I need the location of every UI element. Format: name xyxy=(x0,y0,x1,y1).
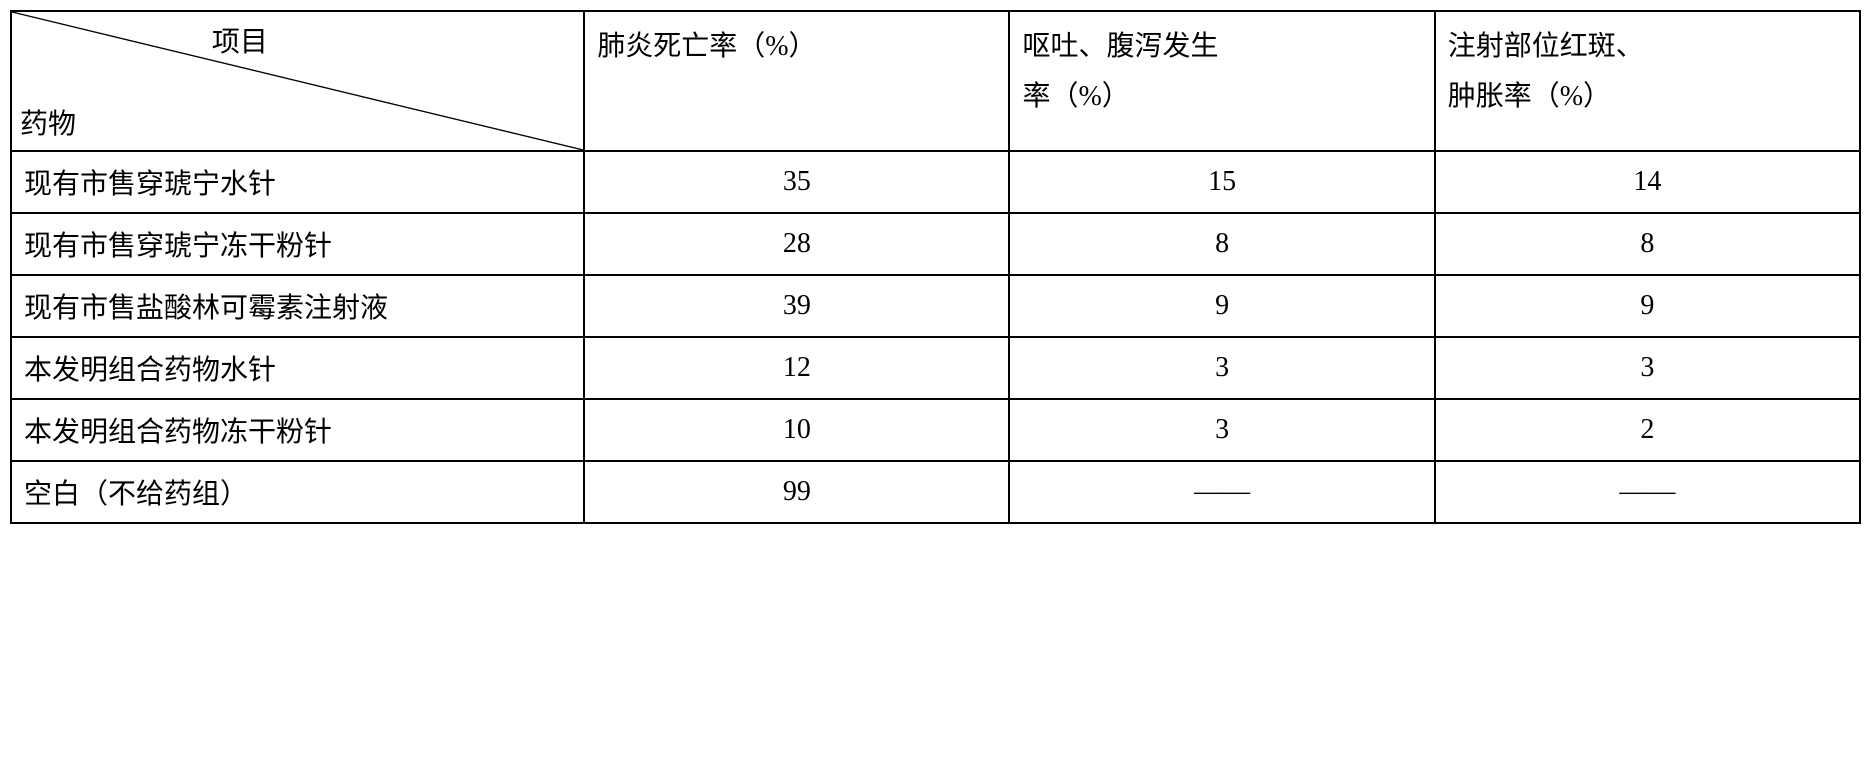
data-cell: 99 xyxy=(584,461,1009,523)
drug-name-cell: 现有市售穿琥宁水针 xyxy=(11,151,584,213)
data-cell: —— xyxy=(1435,461,1860,523)
drug-name-cell: 现有市售穿琥宁冻干粉针 xyxy=(11,213,584,275)
data-cell: 9 xyxy=(1435,275,1860,337)
data-cell: 12 xyxy=(584,337,1009,399)
header-col-4-line2: 肿胀率（%） xyxy=(1448,81,1611,112)
data-cell: 8 xyxy=(1009,213,1434,275)
header-top-label: 项目 xyxy=(212,20,268,60)
drug-name-cell: 本发明组合药物水针 xyxy=(11,337,584,399)
table-row: 本发明组合药物冻干粉针 10 3 2 xyxy=(11,399,1860,461)
data-cell: 9 xyxy=(1009,275,1434,337)
drug-name-cell: 本发明组合药物冻干粉针 xyxy=(11,399,584,461)
data-cell: 15 xyxy=(1009,151,1434,213)
data-cell: 2 xyxy=(1435,399,1860,461)
data-cell: 14 xyxy=(1435,151,1860,213)
header-col-3-line1: 呕吐、腹泻发生 xyxy=(1022,31,1218,62)
diagonal-line xyxy=(12,12,583,150)
header-bottom-label: 药物 xyxy=(20,102,76,142)
data-cell: 8 xyxy=(1435,213,1860,275)
header-col-2: 肺炎死亡率（%） xyxy=(584,11,1009,151)
header-row: 项目 药物 肺炎死亡率（%） 呕吐、腹泻发生 率（%） 注射部位红斑、 肿胀率（… xyxy=(11,11,1860,151)
drug-name-cell: 现有市售盐酸林可霉素注射液 xyxy=(11,275,584,337)
table-row: 空白（不给药组） 99 —— —— xyxy=(11,461,1860,523)
header-col-4: 注射部位红斑、 肿胀率（%） xyxy=(1435,11,1860,151)
table-row: 现有市售盐酸林可霉素注射液 39 9 9 xyxy=(11,275,1860,337)
drug-name-cell: 空白（不给药组） xyxy=(11,461,584,523)
table-row: 现有市售穿琥宁冻干粉针 28 8 8 xyxy=(11,213,1860,275)
data-cell: 3 xyxy=(1009,399,1434,461)
table-row: 现有市售穿琥宁水针 35 15 14 xyxy=(11,151,1860,213)
header-col-3: 呕吐、腹泻发生 率（%） xyxy=(1009,11,1434,151)
data-cell: 35 xyxy=(584,151,1009,213)
header-col-3-line2: 率（%） xyxy=(1022,81,1129,112)
header-col-4-line1: 注射部位红斑、 xyxy=(1448,31,1644,62)
table-row: 本发明组合药物水针 12 3 3 xyxy=(11,337,1860,399)
data-cell: 3 xyxy=(1435,337,1860,399)
data-cell: 28 xyxy=(584,213,1009,275)
data-table: 项目 药物 肺炎死亡率（%） 呕吐、腹泻发生 率（%） 注射部位红斑、 肿胀率（… xyxy=(10,10,1861,524)
data-cell: 3 xyxy=(1009,337,1434,399)
data-cell: 39 xyxy=(584,275,1009,337)
data-cell: —— xyxy=(1009,461,1434,523)
data-cell: 10 xyxy=(584,399,1009,461)
diagonal-header-cell: 项目 药物 xyxy=(11,11,584,151)
